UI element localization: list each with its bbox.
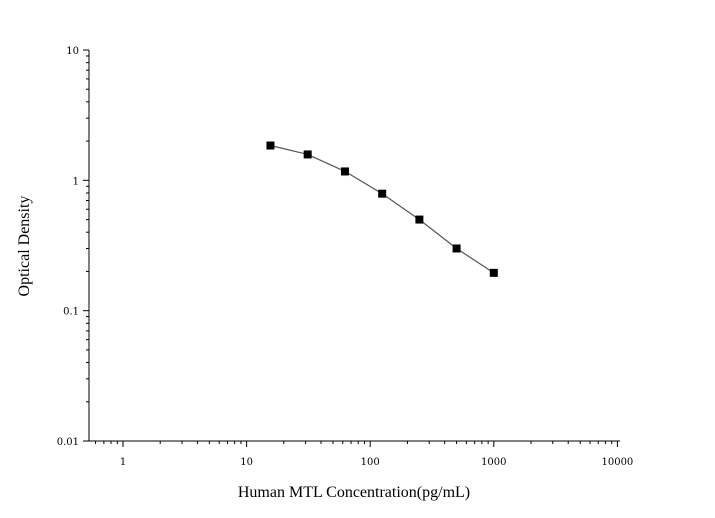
y-axis-ticks: 10 1 0.1 0.01 — [57, 46, 89, 448]
x-tick-label: 1000 — [481, 457, 506, 468]
x-tick-label: 10 — [240, 457, 253, 468]
y-tick-label: 1 — [73, 176, 79, 187]
x-axis-title: Human MTL Concentration(pg/mL) — [238, 484, 470, 501]
y-tick-label: 10 — [66, 46, 79, 57]
data-point — [489, 268, 498, 277]
y-tick-label: 0.1 — [63, 307, 79, 318]
data-point — [266, 141, 275, 150]
series-line — [270, 144, 495, 274]
data-point — [340, 167, 349, 176]
series-layer — [266, 141, 498, 277]
y-axis-title: Optical Density — [16, 196, 33, 297]
data-point — [378, 189, 387, 198]
plot-frame — [88, 50, 620, 442]
data-point — [452, 244, 461, 253]
data-point — [415, 215, 424, 224]
x-tick-label: 1 — [120, 457, 126, 468]
x-tick-label: 100 — [361, 457, 380, 468]
y-tick-label: 0.01 — [57, 437, 79, 448]
data-point — [303, 150, 312, 159]
x-tick-label: 10000 — [601, 457, 633, 468]
x-axis-ticks: 1 10 100 1000 10000 — [95, 441, 633, 468]
